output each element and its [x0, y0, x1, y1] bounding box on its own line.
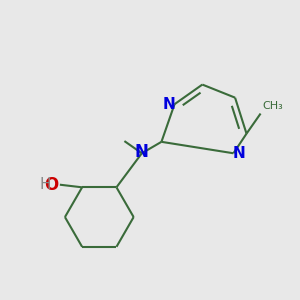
- Text: N: N: [135, 142, 149, 160]
- Text: CH₃: CH₃: [262, 101, 283, 111]
- Text: N: N: [162, 97, 175, 112]
- Text: O: O: [44, 176, 58, 194]
- Text: H: H: [39, 177, 51, 192]
- Text: N: N: [233, 146, 246, 161]
